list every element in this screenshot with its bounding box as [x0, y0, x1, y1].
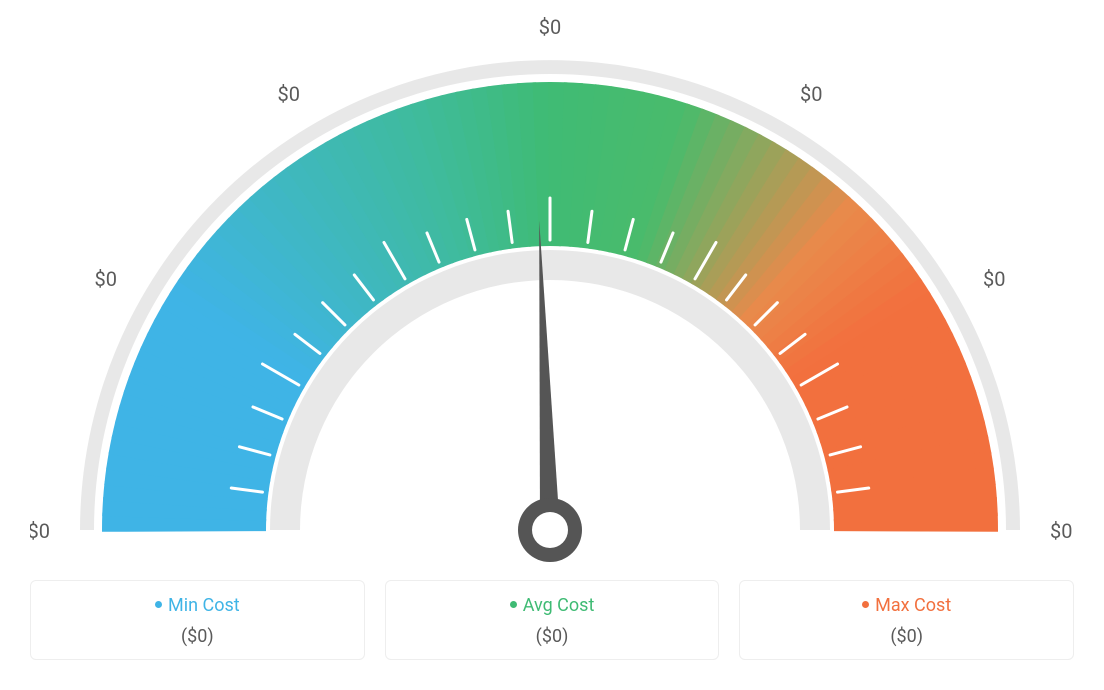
gauge-tick-label: $0 [983, 267, 1005, 291]
gauge-tick-label: $0 [95, 267, 117, 291]
gauge-area: $0 $0 $0 $0 $0 $0 $0 [30, 10, 1074, 570]
legend-card: Avg Cost ($0) [385, 580, 720, 660]
legend-dot-icon [862, 601, 869, 608]
legend-card: Max Cost ($0) [739, 580, 1074, 660]
gauge-needle-hub-hole [532, 512, 568, 548]
gauge-tick-label: $0 [539, 15, 561, 39]
legend-card-title: Min Cost [41, 595, 354, 616]
legend-card-label: Min Cost [168, 595, 240, 616]
gauge-svg: $0 $0 $0 $0 $0 $0 $0 [30, 10, 1074, 570]
legend-card: Min Cost ($0) [30, 580, 365, 660]
gauge-chart-container: $0$0$0$0$0$0$0 Min Cost($0)Avg Cost($0)M… [0, 0, 1104, 690]
legend-card-value: ($0) [41, 626, 354, 647]
legend-card-label: Avg Cost [523, 595, 595, 616]
legend-dot-icon [510, 601, 517, 608]
gauge-tick-label: $0 [30, 519, 50, 543]
gauge-tick-label: $0 [278, 82, 300, 106]
legend-card-value: ($0) [396, 626, 709, 647]
gauge-tick-label: $0 [1050, 519, 1072, 543]
legend-row: Min Cost ($0) Avg Cost ($0) Max Cost ($0) [30, 580, 1074, 660]
gauge-tick-label: $0 [800, 82, 822, 106]
legend-card-value: ($0) [750, 626, 1063, 647]
legend-card-label: Max Cost [875, 595, 951, 616]
legend-dot-icon [155, 601, 162, 608]
legend-card-title: Max Cost [750, 595, 1063, 616]
legend-card-title: Avg Cost [396, 595, 709, 616]
